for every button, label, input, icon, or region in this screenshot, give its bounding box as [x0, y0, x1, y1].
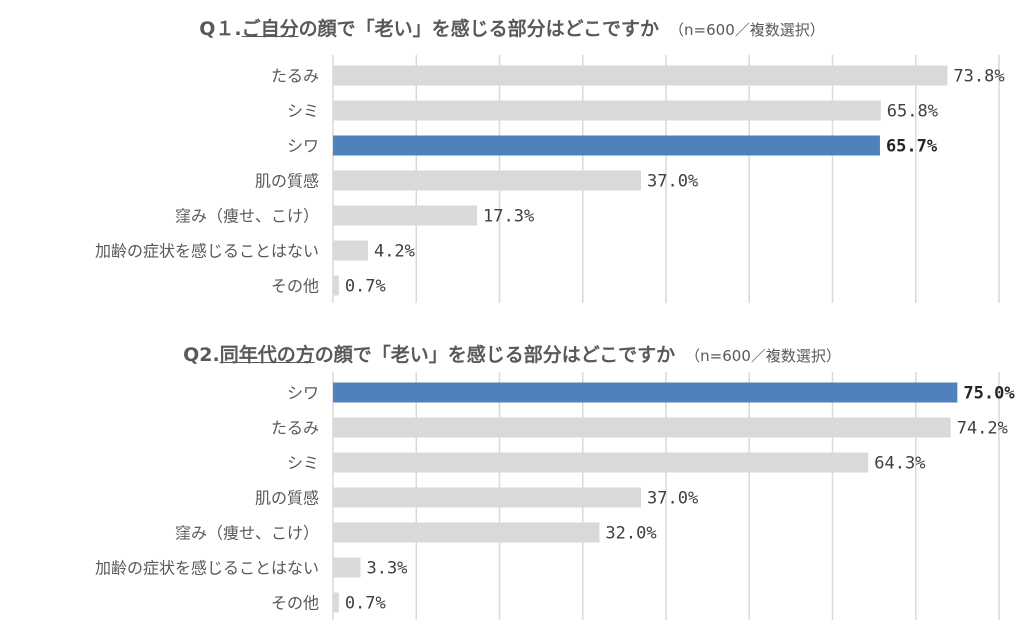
value-label: 0.7%: [345, 277, 386, 297]
category-label: 加齢の症状を感じることはない: [95, 242, 319, 261]
chart2-title: Q2.同年代の方の顔で「老い」を感じる部分はどこですか （n=600／複数選択）: [0, 340, 1024, 367]
chart2-title-prefix: Q2.: [183, 344, 220, 366]
bar: [333, 135, 880, 156]
bar: [333, 205, 478, 226]
value-label: 73.8%: [953, 67, 1004, 87]
value-label: 4.2%: [374, 242, 415, 262]
bar: [333, 557, 361, 578]
value-label: 3.3%: [366, 559, 407, 579]
value-label: 17.3%: [483, 207, 534, 227]
bar: [333, 592, 339, 613]
value-label: 64.3%: [874, 454, 925, 474]
category-label: シワ: [287, 137, 319, 156]
chart1-title-question: の顔で「老い」を感じる部分はどこですか: [298, 18, 660, 40]
value-label: 32.0%: [605, 524, 656, 544]
chart2-plot: シワ 75.0% たるみ 74.2% シミ 64.3% 肌の質感 37.0% 窪み（痩せ、こけ）…: [95, 372, 1015, 620]
bar: [333, 275, 339, 296]
chart2-title-question: の顔で「老い」を感じる部分はどこですか: [314, 344, 676, 366]
category-label: シミ: [287, 454, 319, 473]
category-label: 窪み（痩せ、こけ）: [175, 207, 319, 226]
value-label: 65.7%: [886, 137, 938, 157]
bar: [333, 487, 642, 508]
category-label: 肌の質感: [255, 489, 319, 508]
value-label: 74.2%: [957, 419, 1008, 439]
bar: [333, 522, 600, 543]
category-label: その他: [271, 277, 319, 296]
value-label: 75.0%: [963, 384, 1015, 404]
value-label: 37.0%: [647, 172, 698, 192]
bar: [333, 452, 869, 473]
chart1-plot: たるみ 73.8% シミ 65.8% シワ 65.7% 肌の質感 37.0% 窪み（痩せ、こけ）…: [95, 55, 1005, 303]
bar: [333, 170, 642, 191]
bar: [333, 65, 948, 86]
bar: [333, 382, 958, 403]
chart1-title: Q１.ご自分の顔で「老い」を感じる部分はどこですか （n=600／複数選択）: [0, 14, 1024, 41]
category-label: シワ: [287, 384, 319, 403]
chart2-title-note: （n=600／複数選択）: [685, 347, 841, 365]
category-label: 加齢の症状を感じることはない: [95, 559, 319, 578]
category-label: たるみ: [271, 419, 319, 438]
value-label: 65.8%: [887, 102, 938, 122]
bar: [333, 240, 368, 261]
value-label: 37.0%: [647, 489, 698, 509]
category-label: 肌の質感: [255, 172, 319, 191]
bar: [333, 100, 881, 121]
category-label: シミ: [287, 102, 319, 121]
chart1-title-prefix: Q１.: [199, 18, 242, 40]
category-label: たるみ: [271, 67, 319, 86]
category-label: 窪み（痩せ、こけ）: [175, 524, 319, 543]
chart1-title-note: （n=600／複数選択）: [669, 21, 825, 39]
category-label: その他: [271, 594, 319, 613]
bar: [333, 417, 951, 438]
chart1-title-subject: ご自分: [241, 18, 299, 40]
value-label: 0.7%: [345, 594, 386, 614]
chart2-title-subject: 同年代の方: [219, 344, 315, 366]
